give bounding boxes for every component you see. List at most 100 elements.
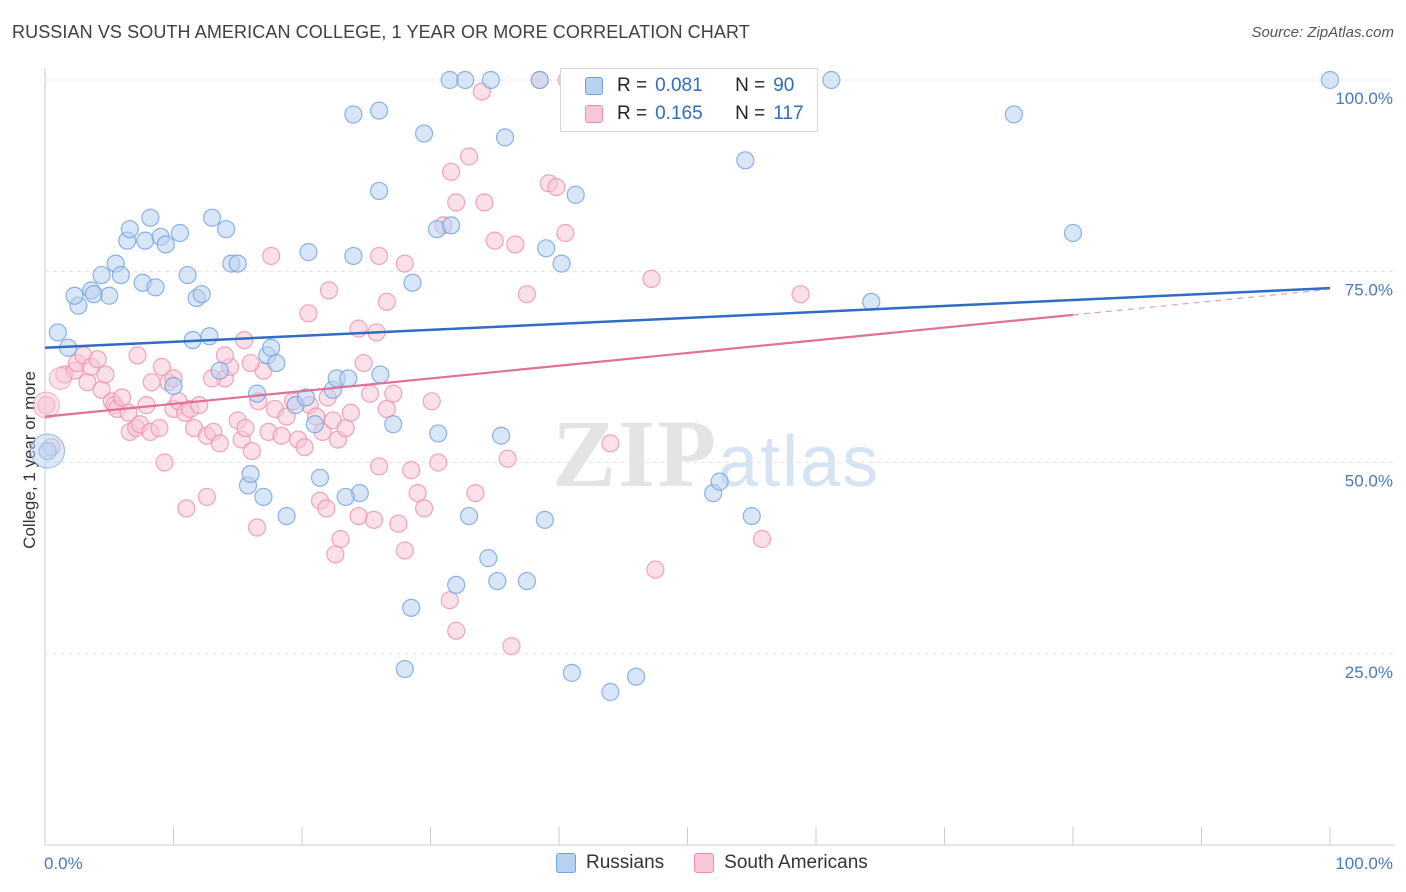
south-americans-point: [197, 487, 217, 507]
russians-point: [305, 415, 324, 434]
south-americans-point: [466, 484, 485, 503]
russians-point: [228, 254, 247, 273]
south-americans-point: [517, 285, 536, 304]
south-americans-point: [377, 292, 396, 311]
south-americans-point: [349, 506, 368, 526]
south-americans-point: [642, 269, 661, 288]
russians-point: [100, 286, 119, 305]
russians-point: [862, 292, 881, 311]
russians-point: [202, 208, 222, 227]
source-label: Source: ZipAtlas.com: [1251, 24, 1394, 41]
south-americans-point: [447, 621, 466, 640]
y-tick-label: 50.0%: [1345, 472, 1393, 491]
russians-point: [441, 216, 461, 235]
south-americans-point: [262, 246, 281, 266]
south-americans-point: [485, 231, 504, 250]
data-points: [30, 70, 1340, 702]
south-americans-point: [272, 426, 291, 445]
south-americans-point: [791, 285, 810, 304]
stats-legend: R = 0.081 N = 90 R = 0.165 N = 117: [560, 68, 818, 132]
russians-point: [210, 361, 229, 380]
south-americans-point: [601, 434, 620, 453]
watermark-zip: ZIP: [552, 400, 719, 507]
russians-point: [440, 70, 459, 90]
legend-n-value: 90: [773, 75, 795, 96]
russians-point: [1320, 70, 1340, 90]
russians-point: [414, 124, 434, 143]
south-americans-point: [447, 193, 466, 212]
russians-point: [479, 549, 498, 568]
south-americans-point: [142, 373, 161, 392]
south-americans-point: [422, 392, 441, 411]
russians-point: [530, 70, 549, 90]
south-americans-point: [402, 461, 421, 480]
russians-point: [296, 388, 315, 407]
south-americans-point: [235, 331, 254, 350]
legend-item-russians[interactable]: Russians: [556, 852, 664, 874]
south-americans-point: [326, 545, 345, 564]
south-americans-point: [319, 281, 339, 300]
south-americans-point: [502, 636, 521, 656]
south-americans-point: [112, 388, 132, 407]
south-americans-point-large: [32, 391, 60, 419]
russians-point: [164, 376, 183, 396]
legend-label-south-americans: South Americans: [724, 852, 868, 873]
russians-point: [1063, 223, 1083, 243]
legend-r-label: R =: [617, 75, 648, 96]
russians-point: [48, 323, 67, 342]
south-americans-point: [556, 223, 575, 243]
russians-point: [429, 424, 448, 443]
russians-point: [710, 472, 729, 491]
russians-point: [403, 273, 422, 292]
russians-point: [262, 338, 281, 357]
south-americans-point-large: [48, 366, 72, 390]
south-americans-point: [242, 441, 261, 461]
south-americans-point: [241, 353, 260, 373]
south-americans-point: [364, 510, 384, 529]
russians-point: [370, 101, 389, 120]
south-americans-point: [336, 418, 355, 438]
russians-point: [459, 506, 479, 526]
south-americans-point: [395, 541, 414, 560]
south-americans-point: [547, 178, 566, 197]
south-americans-point: [389, 514, 408, 533]
south-americans-point: [128, 346, 147, 365]
russians-point: [156, 235, 175, 254]
south-americans-point: [408, 484, 427, 503]
south-americans-point: [150, 418, 169, 438]
south-americans-point: [395, 254, 414, 273]
legend-item-south-americans[interactable]: South Americans: [694, 852, 868, 874]
russians-point: [336, 487, 355, 507]
russians-point: [488, 571, 507, 591]
russians-point: [495, 128, 515, 147]
russians-point: [267, 353, 286, 373]
south-americans-point: [331, 529, 350, 549]
russians-point: [247, 384, 267, 403]
russians-point: [178, 265, 197, 285]
russians-point: [141, 208, 160, 227]
y-tick-label: 25.0%: [1345, 663, 1393, 682]
south-americans-point: [88, 350, 107, 369]
russians-point: [200, 327, 219, 346]
legend-swatch-russians: [585, 77, 603, 95]
south-americans-point: [215, 346, 234, 365]
russians-point: [492, 426, 511, 445]
russians-point: [241, 464, 260, 484]
russians-point: [535, 510, 554, 529]
south-americans-point: [429, 453, 448, 472]
south-americans-point: [646, 560, 665, 579]
legend-r-label: R =: [617, 103, 648, 124]
russians-point: [601, 682, 620, 702]
russians-point: [111, 265, 130, 285]
russians-point: [65, 286, 84, 305]
south-americans-point: [752, 529, 772, 549]
russians-point: [344, 105, 363, 124]
south-americans-point: [210, 434, 229, 453]
russians-point: [742, 506, 761, 526]
russians-point: [339, 369, 358, 388]
russians-point: [384, 415, 403, 434]
russians-point: [92, 265, 111, 285]
south-americans-point: [459, 147, 479, 166]
south-americans-point: [152, 357, 172, 376]
